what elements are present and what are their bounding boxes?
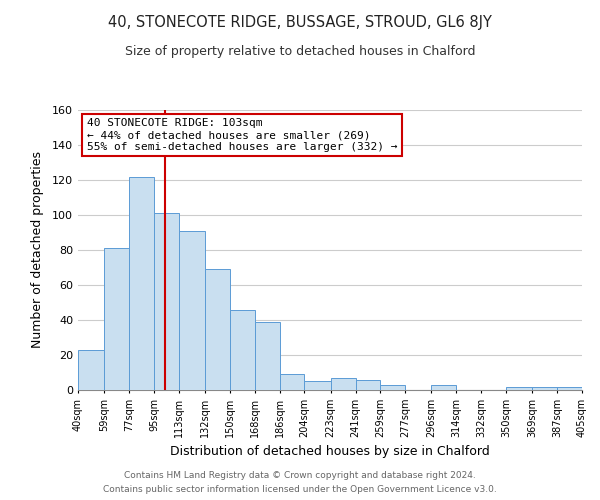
Bar (78, 350, 104, 390)
Y-axis label: Number of detached properties: Number of detached properties (31, 152, 44, 348)
Bar (431, 385, 457, 390)
Bar (255, 322, 280, 390)
Bar (380, 385, 405, 390)
Bar (280, 374, 304, 390)
Bar (154, 213, 179, 390)
Bar (179, 231, 205, 390)
Bar (506, 386, 532, 390)
Bar (104, 248, 129, 390)
Text: Size of property relative to detached houses in Chalford: Size of property relative to detached ho… (125, 45, 475, 58)
X-axis label: Distribution of detached houses by size in Chalford: Distribution of detached houses by size … (170, 446, 490, 458)
Text: Contains public sector information licensed under the Open Government Licence v3: Contains public sector information licen… (103, 486, 497, 494)
Text: 40, STONECOTE RIDGE, BUSSAGE, STROUD, GL6 8JY: 40, STONECOTE RIDGE, BUSSAGE, STROUD, GL… (108, 15, 492, 30)
Bar (205, 269, 230, 390)
Bar (129, 176, 154, 390)
Text: 40 STONECOTE RIDGE: 103sqm
← 44% of detached houses are smaller (269)
55% of sem: 40 STONECOTE RIDGE: 103sqm ← 44% of deta… (86, 118, 397, 152)
Text: Contains HM Land Registry data © Crown copyright and database right 2024.: Contains HM Land Registry data © Crown c… (124, 470, 476, 480)
Bar (532, 386, 557, 390)
Bar (331, 378, 356, 390)
Bar (304, 381, 331, 390)
Bar (356, 380, 380, 390)
Bar (557, 386, 582, 390)
Bar (230, 310, 255, 390)
